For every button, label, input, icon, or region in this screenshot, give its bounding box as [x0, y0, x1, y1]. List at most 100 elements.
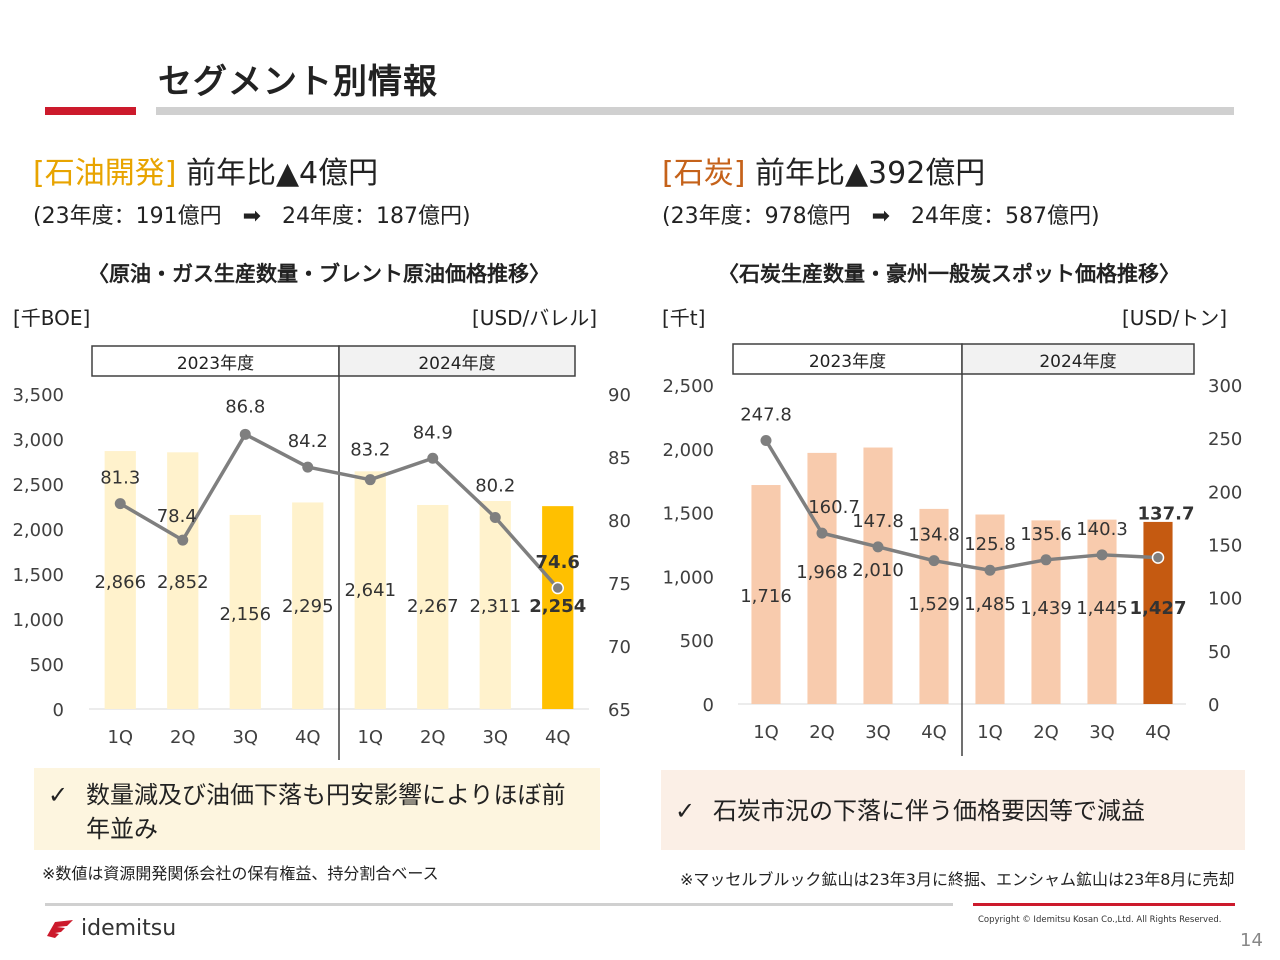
price-point [1151, 551, 1165, 564]
oil-chart: 2023年度 2024年度 0 500 1,000 1,500 2,000 2,500 3,00… [12, 345, 631, 760]
arrow-right-icon: ➡ [242, 204, 262, 229]
bar [807, 452, 837, 704]
x-tick-label: 1Q [753, 722, 779, 743]
coal-note-text: 石炭市況の下落に伴う価格要因等で減益 [713, 797, 1145, 825]
bar [417, 504, 449, 709]
oil-left-unit: [千BOE] [13, 306, 91, 330]
bar [919, 508, 949, 704]
title-underline [156, 107, 1234, 115]
oil-right-unit: [USD/バレル] [472, 306, 598, 330]
bar [479, 501, 511, 709]
price-data-label: 247.8 [740, 405, 792, 426]
y-tick-label-left: 2,000 [662, 440, 714, 461]
coal-right-unit: [USD/トン] [1122, 306, 1228, 330]
price-point [984, 564, 996, 576]
check-icon: ✓ [675, 797, 696, 825]
coal-chart-title: 〈石炭生産数量・豪州一般炭スポット価格推移〉 [718, 262, 1180, 286]
oil-tag: [石油開発] [33, 156, 177, 191]
group-box-2024 [961, 343, 1195, 375]
oil-headline: [石油開発] 前年比▲4億円 [33, 148, 378, 192]
arrow-right-icon: ➡ [871, 204, 891, 229]
oil-sub-right: 24年度：187億円) [282, 204, 471, 229]
x-tick-label: 1Q [107, 727, 133, 748]
price-point [928, 555, 940, 567]
coal-chart: 2023年度 2024年度 0 500 1,000 1,500 2,000 2,500 0 50 1… [662, 343, 1242, 756]
logo-text: idemitsu [81, 916, 177, 941]
y-tick-label-right: 0 [1208, 695, 1219, 716]
y-tick-label-right: 85 [608, 448, 631, 469]
price-point [302, 461, 314, 473]
bar-data-label: 2,010 [852, 560, 904, 581]
footer-divider [45, 903, 953, 906]
price-data-label: 84.2 [288, 431, 328, 452]
y-tick-label-right: 200 [1208, 482, 1242, 503]
oil-note-text: 数量減及び油価下落も円安影響によりほぼ前年並み [86, 781, 566, 843]
price-data-label: 74.6 [536, 552, 580, 573]
bar-data-label: 2,254 [529, 596, 586, 617]
x-tick-label: 2Q [1033, 722, 1059, 743]
price-data-label: 80.2 [475, 475, 515, 496]
price-data-label: 147.8 [852, 511, 904, 532]
x-tick-label: 2Q [809, 722, 835, 743]
oil-sub-left: (23年度：191億円 [33, 204, 222, 229]
x-tick-label: 4Q [921, 722, 947, 743]
price-data-label: 135.6 [1020, 524, 1072, 545]
bar [542, 506, 574, 709]
price-data-label: 137.7 [1138, 504, 1195, 525]
price-data-label: 83.2 [350, 440, 390, 461]
x-tick-label: 3Q [232, 727, 258, 748]
price-data-label: 134.8 [908, 525, 960, 546]
y-tick-label-left: 1,500 [662, 504, 714, 525]
group-box-2023 [732, 343, 963, 375]
y-tick-label-right: 150 [1208, 536, 1242, 557]
bar [1031, 520, 1061, 704]
price-data-label: 81.3 [100, 468, 140, 489]
idemitsu-flame-icon [47, 919, 73, 938]
bar-data-label: 1,439 [1020, 598, 1072, 619]
price-point [489, 511, 501, 523]
price-line [764, 439, 1159, 572]
bar-data-label: 1,968 [796, 562, 848, 583]
y-tick-label-left: 1,000 [662, 567, 714, 588]
footer-accent-line [973, 903, 1235, 906]
price-point [816, 527, 828, 539]
y-tick-label-left: 500 [680, 631, 714, 652]
copyright: Copyright © Idemitsu Kosan Co.,Ltd. All … [978, 915, 1222, 925]
y-tick-label-right: 80 [608, 511, 631, 532]
price-point [760, 435, 772, 447]
coal-sub-right: 24年度：587億円) [911, 204, 1100, 229]
price-data-label: 125.8 [964, 534, 1016, 555]
x-tick-label: 4Q [545, 727, 571, 748]
bar-data-label: 2,311 [469, 596, 521, 617]
bar-data-label: 2,295 [282, 596, 334, 617]
coal-left-unit: [千t] [662, 306, 706, 330]
group-label: 2023年度 [177, 354, 254, 374]
bar-data-label: 1,716 [740, 586, 792, 607]
x-tick-label: 2Q [170, 727, 196, 748]
page-number: 14 [1240, 930, 1263, 951]
y-tick-label-left: 2,500 [12, 475, 64, 496]
y-tick-label-right: 90 [608, 385, 631, 406]
price-point [872, 541, 884, 553]
y-tick-label-left: 500 [30, 655, 64, 676]
group-label: 2024年度 [1039, 352, 1116, 372]
y-tick-label-right: 70 [608, 637, 631, 658]
bar-data-label: 1,445 [1076, 598, 1128, 619]
title-accent-bar [45, 107, 136, 115]
bar-data-label: 2,641 [344, 580, 396, 601]
y-tick-label-left: 1,500 [12, 565, 64, 586]
price-point [551, 581, 564, 595]
group-box-2023 [91, 345, 340, 377]
price-point [1040, 554, 1052, 566]
bar-data-label: 2,852 [157, 572, 209, 593]
price-point [114, 498, 126, 510]
x-tick-label: 3Q [865, 722, 891, 743]
bar-data-label: 1,485 [964, 594, 1016, 615]
bar [229, 514, 261, 709]
y-tick-label-left: 3,500 [12, 385, 64, 406]
y-tick-label-left: 0 [703, 695, 714, 716]
bar-data-label: 1,427 [1130, 598, 1187, 619]
price-point [427, 452, 439, 464]
bar [751, 485, 781, 704]
y-tick-label-left: 2,500 [662, 376, 714, 397]
